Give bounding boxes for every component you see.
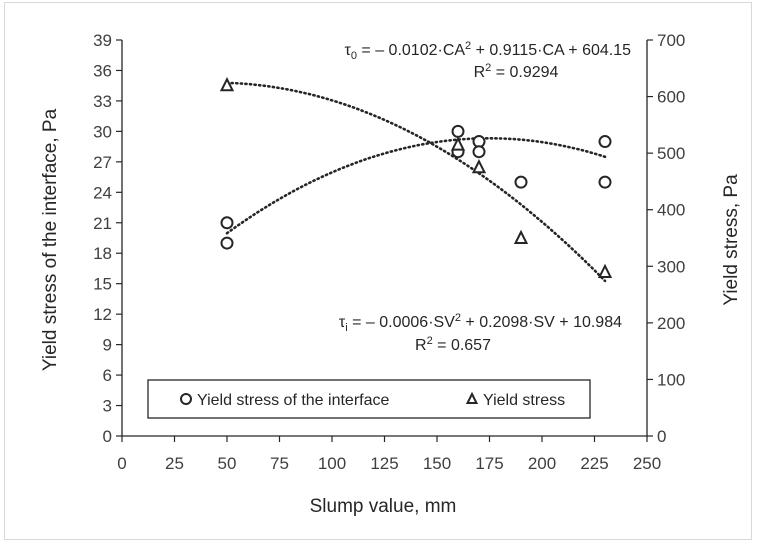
y-right-tick-label: 100 [657, 370, 685, 389]
chart-frame [4, 2, 752, 540]
data-point-interface-yield-stress [472, 145, 486, 159]
data-point-interface-yield-stress [451, 124, 465, 138]
y-left-tick-label: 9 [103, 336, 112, 355]
x-tick-label: 225 [580, 454, 608, 473]
legend-label-yield-stress: Yield stress [483, 392, 565, 409]
equation-yield-stress: τ0 = – 0.0102·CA2 + 0.9115·CA + 604.15 [345, 40, 632, 62]
data-point-yield-stress [471, 159, 487, 174]
data-point-yield-stress [450, 136, 466, 151]
y-right-tick-label: 600 [657, 88, 685, 107]
x-tick-label: 125 [370, 454, 398, 473]
y-left-tick-label: 39 [93, 31, 112, 50]
y-right-tick-label: 500 [657, 144, 685, 163]
data-point-interface-yield-stress [220, 236, 234, 250]
r-squared-yield-stress: R2 = 0.9294 [474, 62, 559, 81]
x-tick-label: 25 [165, 454, 184, 473]
x-tick-label: 100 [318, 454, 346, 473]
y-left-tick-label: 36 [93, 61, 112, 80]
y-left-tick-label: 18 [93, 244, 112, 263]
trendlines [225, 81, 607, 283]
legend-marker-yield-stress [465, 391, 479, 404]
x-tick-label: 175 [475, 454, 503, 473]
y-right-tick-label: 300 [657, 257, 685, 276]
legend-label-interface: Yield stress of the interface [197, 392, 389, 409]
y-right-tick-label: 700 [657, 31, 685, 50]
x-tick-label: 0 [117, 454, 126, 473]
x-tick-label: 200 [528, 454, 556, 473]
data-point-interface-yield-stress [514, 175, 528, 189]
x-tick-label: 75 [270, 454, 289, 473]
y-right-tick-label: 400 [657, 201, 685, 220]
y-left-tick-label: 6 [103, 366, 112, 385]
y-right-tick-label: 0 [657, 427, 666, 446]
y-left-tick-label: 27 [93, 153, 112, 172]
x-tick-label: 250 [633, 454, 661, 473]
y-left-tick-label: 3 [103, 397, 112, 416]
r-squared-interface-yield-stress: R2 = 0.657 [415, 335, 491, 354]
data-point-interface-yield-stress [598, 175, 612, 189]
trendline-interface-yield-stress [225, 137, 607, 235]
markers [219, 77, 613, 278]
y-left-tick-label: 30 [93, 122, 112, 141]
data-point-interface-yield-stress [598, 135, 612, 149]
x-tick-label: 150 [423, 454, 451, 473]
y-left-tick-label: 24 [93, 183, 112, 202]
y-left-tick-label: 0 [103, 427, 112, 446]
y-left-tick-label: 33 [93, 92, 112, 111]
x-tick-label: 50 [218, 454, 237, 473]
data-point-yield-stress [219, 77, 235, 92]
y-right-tick-label: 200 [657, 314, 685, 333]
y-left-tick-label: 12 [93, 305, 112, 324]
y-axis-left-title: Yield stress of the interface, Pa [40, 108, 61, 371]
x-axis-title: Slump value, mm [310, 496, 457, 517]
data-point-yield-stress [513, 229, 529, 244]
axes: 0369121518212427303336390100200300400500… [93, 31, 685, 473]
y-left-tick-label: 15 [93, 275, 112, 294]
equation-interface-yield-stress: τi = – 0.0006·SV2 + 0.2098·SV + 10.984 [339, 312, 622, 334]
legend: Yield stress of the interface Yield stre… [147, 379, 591, 419]
legend-marker-interface [180, 393, 192, 405]
legend-box [147, 379, 591, 419]
data-point-interface-yield-stress [220, 216, 234, 230]
y-axis-right-title: Yield stress, Pa [721, 174, 742, 306]
data-point-yield-stress [597, 263, 613, 278]
trendline-yield-stress [225, 81, 607, 283]
y-left-tick-label: 21 [93, 214, 112, 233]
